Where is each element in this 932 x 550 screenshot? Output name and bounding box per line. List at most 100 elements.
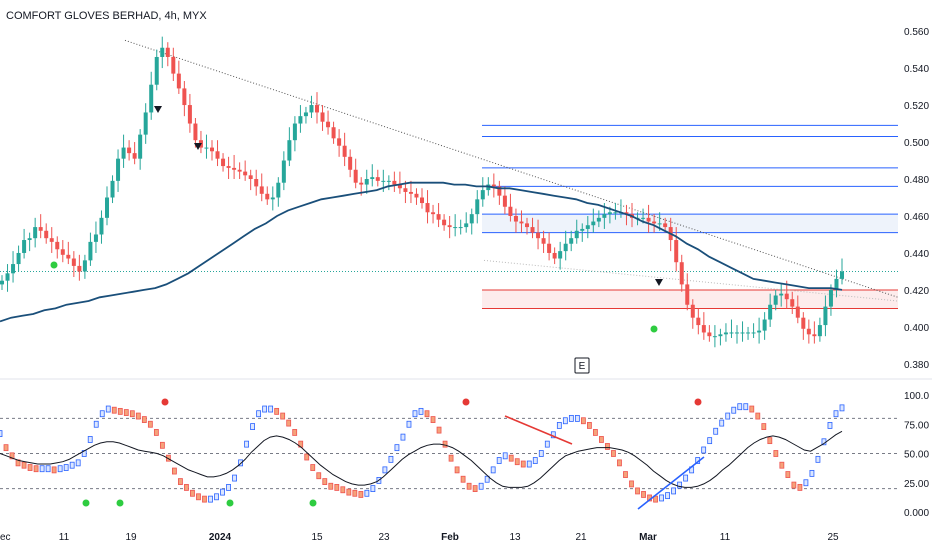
candle [265, 186, 270, 205]
pane-marker-label: E [579, 361, 586, 372]
candle [552, 247, 557, 265]
oscillator-k-bar [172, 467, 177, 475]
candle [502, 186, 507, 215]
oversold-dot[interactable] [309, 499, 317, 507]
overbought-dot[interactable] [462, 398, 470, 406]
candle [326, 110, 331, 135]
time-tick-label: 19 [125, 532, 137, 543]
oscillator-k-bar [665, 492, 670, 500]
oscillator-axis[interactable]: 100.0 75.00 50.00 25.00 0.000 [904, 391, 929, 519]
candle [187, 93, 192, 133]
candle [458, 219, 463, 235]
bullish-divergence-line[interactable] [637, 456, 705, 510]
price-tick-label: 0.500 [904, 138, 929, 149]
candle [414, 188, 419, 205]
oscillator-pane: 100.0 75.00 50.00 25.00 0.000 [0, 391, 929, 519]
candle [364, 169, 369, 194]
candle [22, 228, 27, 259]
time-tick-label: 13 [509, 532, 521, 543]
candle [176, 60, 181, 94]
candle [248, 169, 253, 191]
oscillator-k-bar [400, 433, 406, 441]
oscillator-k-bar [743, 403, 749, 411]
oscillator-k-bar [562, 417, 568, 425]
oscillator-k-bar [683, 474, 689, 482]
time-tick-label: Mar [639, 532, 657, 543]
candle [762, 312, 767, 340]
candle [475, 190, 480, 224]
oscillator-k-bar [63, 464, 69, 471]
sell-signal-marker[interactable] [194, 143, 202, 150]
candle [154, 49, 159, 91]
oversold-dot[interactable] [82, 499, 90, 507]
candle [685, 273, 690, 311]
candle [353, 158, 358, 189]
candle [547, 232, 552, 261]
oscillator-k-bar [502, 452, 508, 460]
oscillator-k-bar [196, 493, 201, 501]
oscillator-k-series [0, 403, 845, 503]
oscillator-k-bar [526, 460, 532, 468]
oscillator-k-bar [623, 471, 628, 478]
candle [0, 275, 4, 290]
overbought-dot[interactable] [694, 398, 702, 406]
buy-signal-dot[interactable] [650, 325, 658, 333]
buy-signal-dot[interactable] [50, 261, 58, 269]
candle [204, 134, 209, 159]
oscillator-k-bar [178, 478, 183, 485]
oscillator-k-bar [370, 485, 376, 493]
oversold-dot[interactable] [116, 499, 124, 507]
candle [563, 230, 568, 261]
oscillator-k-bar [635, 487, 640, 495]
candle [276, 177, 281, 207]
oversold-dot[interactable] [226, 499, 234, 507]
oscillator-k-bar [707, 437, 713, 445]
candle [243, 160, 248, 181]
candle [773, 289, 778, 311]
signal-markers [50, 106, 663, 333]
candle [823, 295, 828, 337]
oscillator-k-bar [322, 478, 328, 485]
overbought-dot[interactable] [161, 398, 169, 406]
oscillator-k-bar [617, 459, 622, 467]
candle [646, 204, 651, 233]
bearish-divergence-line[interactable] [504, 415, 573, 445]
pane-marker[interactable]: E [574, 357, 590, 374]
candle [740, 321, 745, 342]
oscillator-k-bar [33, 465, 39, 473]
oscillator-k-bar [773, 450, 779, 457]
time-tick-label: Feb [441, 532, 459, 543]
candle [469, 208, 474, 235]
oscillator-k-bar [358, 491, 364, 498]
oscillator-k-bar [262, 405, 268, 413]
candle [143, 103, 148, 144]
candle [160, 36, 165, 69]
candle [497, 180, 502, 205]
price-axis[interactable]: 0.560 0.540 0.520 0.500 0.480 0.460 0.440 0.420… [904, 27, 929, 371]
time-axis[interactable]: ec 11 19 2024 15 23 Feb 13 21 Mar 11 25 [0, 532, 839, 543]
sell-signal-marker[interactable] [154, 106, 162, 113]
candle [370, 164, 375, 187]
candle [431, 204, 436, 224]
candle [331, 121, 336, 144]
oscillator-k-bar [280, 412, 286, 420]
candle [801, 312, 806, 340]
sell-signal-marker[interactable] [655, 279, 663, 286]
candle [558, 241, 563, 270]
candle [99, 210, 104, 244]
oscillator-k-bar [641, 491, 646, 498]
chart-title: COMFORT GLOVES BERHAD, 4h, MYX [6, 10, 207, 22]
descending-trendline[interactable] [124, 39, 899, 298]
oscillator-k-bar [250, 423, 256, 430]
oscillator-tick-label: 75.00 [904, 420, 929, 431]
oscillator-tick-label: 50.00 [904, 450, 929, 461]
oscillator-k-bar [749, 405, 755, 413]
candle [425, 190, 430, 224]
oscillator-k-bar [286, 419, 292, 427]
candle [596, 210, 601, 228]
oscillator-k-bar [761, 423, 767, 430]
oscillator-k-bar [304, 453, 310, 461]
oscillator-k-bar [454, 466, 460, 474]
secondary-trendline[interactable] [483, 259, 899, 302]
candle [55, 236, 60, 259]
